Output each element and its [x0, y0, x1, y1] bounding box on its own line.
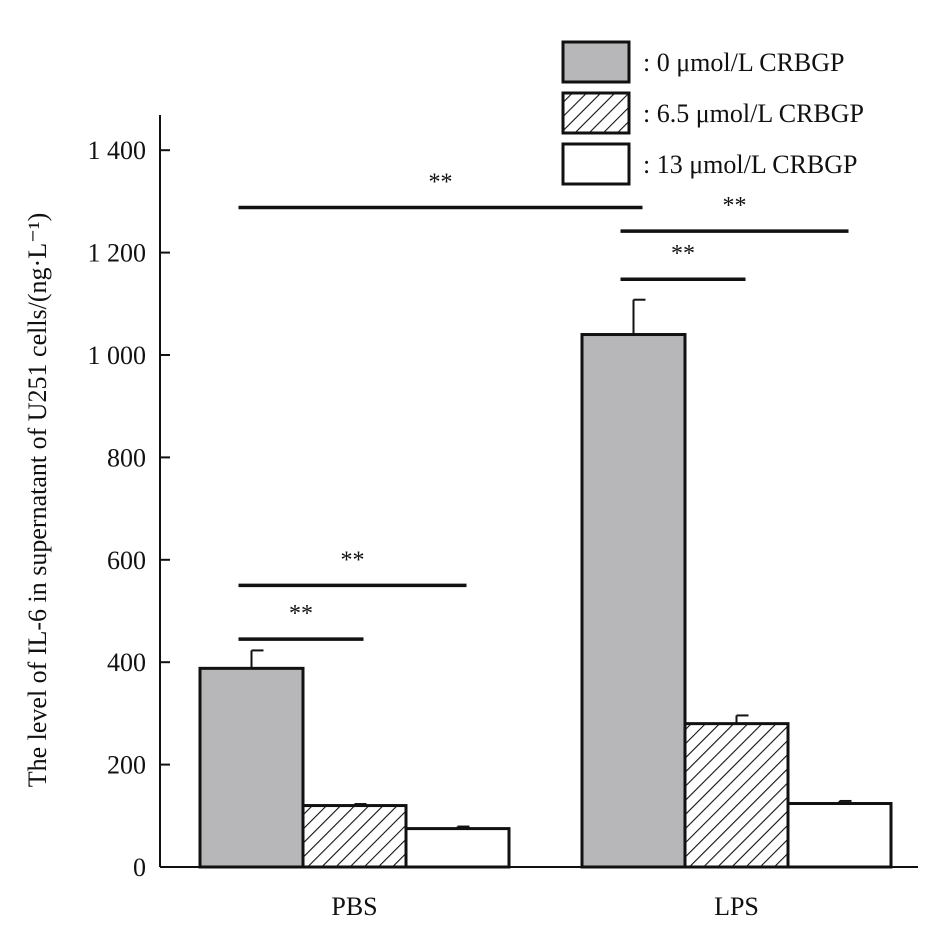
category-label: PBS [331, 892, 377, 921]
legend-swatch [561, 142, 631, 186]
bars: PBS LPS [198, 298, 893, 921]
significance-label: ** [723, 193, 747, 219]
bar [580, 333, 687, 869]
y-tick-label: 600 [107, 546, 146, 575]
bar [301, 804, 408, 869]
y-tick-label: 1 000 [88, 341, 147, 370]
legend: : 0 μmol/L CRBGP : 6.5 μmol/L CRBGP : 13 μ… [561, 40, 864, 186]
legend-label: : 6.5 μmol/L CRBGP [643, 99, 864, 128]
y-axis-label: The level of IL-6 in supernatant of U251… [23, 213, 52, 788]
bar [683, 722, 790, 869]
legend-label: : 0 μmol/L CRBGP [643, 48, 845, 77]
category-label: LPS [714, 892, 759, 921]
significance-label: ** [429, 170, 453, 196]
bar [404, 827, 511, 869]
y-tick-label: 400 [107, 648, 146, 677]
significance-markers: ** ** ** ** ** [238, 170, 849, 641]
legend-swatch [561, 91, 631, 135]
legend-swatch [561, 40, 631, 84]
legend-label: : 13 μmol/L CRBGP [643, 150, 858, 179]
axes: 0 200 400 600 800 1 000 1 200 1 400 [88, 115, 918, 882]
y-tick-label: 1 400 [88, 136, 147, 165]
significance-label: ** [289, 601, 313, 627]
y-tick-label: 200 [107, 751, 146, 780]
y-tick-label: 0 [133, 853, 146, 882]
bar [786, 802, 893, 869]
bar [198, 666, 305, 869]
y-tick-label: 1 200 [88, 239, 147, 268]
significance-label: ** [671, 241, 695, 267]
y-tick-label: 800 [107, 443, 146, 472]
significance-label: ** [341, 547, 365, 573]
